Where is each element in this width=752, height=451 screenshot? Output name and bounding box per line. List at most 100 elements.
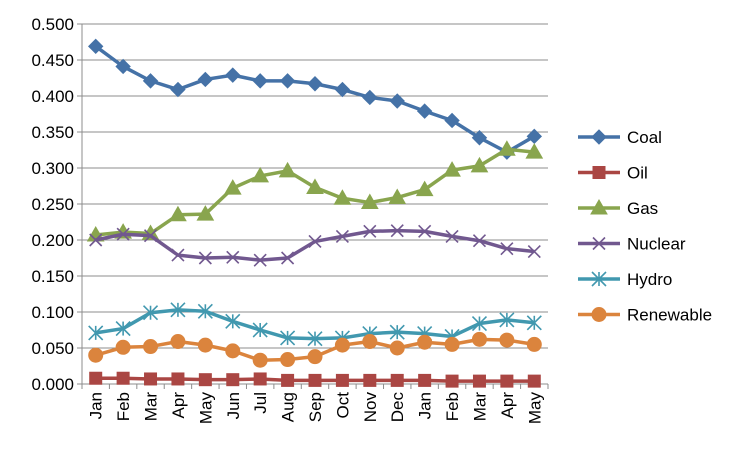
x-marker [527,244,541,259]
star-marker [280,330,296,346]
star-marker [170,302,186,318]
y-tick-label: 0.400 [31,87,74,106]
x-tick-label: Jun [224,392,243,419]
legend-label: Hydro [627,270,672,289]
y-tick-label: 0.250 [31,195,74,214]
y-tick-label: 0.300 [31,159,74,178]
x-tick-label: May [196,392,215,425]
diamond-marker [279,73,296,89]
x-marker [418,224,432,238]
x-marker [472,234,487,248]
y-tick-label: 0.200 [31,231,74,250]
series-renewable [88,331,542,368]
triangle-marker [196,205,215,221]
y-tick-label: 0.050 [31,339,74,358]
circle-marker [526,336,542,352]
diamond-marker [389,93,405,109]
star-marker [307,331,323,347]
triangle-marker [415,180,434,197]
x-marker [226,250,240,264]
diamond-marker [252,73,268,89]
circle-marker [307,349,323,365]
legend-label: Oil [627,164,648,183]
legend-label: Nuclear [627,235,686,254]
star-marker [115,320,131,337]
x-marker [500,242,514,256]
star-marker [499,312,515,328]
triangle-marker [590,198,608,215]
legend-label: Renewable [627,306,712,325]
x-marker [116,227,130,241]
circle-marker [88,347,104,363]
x-tick-label: Mar [142,392,161,422]
triangle-marker [525,143,544,159]
y-tick-label: 0.450 [31,51,74,70]
x-tick-label: Nov [361,392,380,423]
triangle-marker [360,193,379,210]
series-lines [86,38,544,388]
circle-marker [225,343,241,359]
triangle-marker [443,161,461,177]
circle-marker [389,340,405,356]
square-marker [418,373,432,387]
square-marker [472,374,486,388]
square-marker [198,373,212,387]
triangle-marker [251,166,270,183]
star-marker [526,315,542,331]
square-marker [171,372,185,386]
triangle-marker [498,140,516,156]
x-marker [335,229,349,243]
square-marker [308,373,322,387]
circle-marker [334,337,350,353]
y-tick-label: 0.100 [31,303,74,322]
x-tick-label: Dec [388,392,407,423]
x-tick-label: Jan [87,392,106,419]
circle-marker [471,331,487,347]
series-gas [86,140,544,242]
x-tick-label: Jul [251,392,270,414]
square-marker [445,374,459,388]
square-marker [89,371,103,385]
circle-marker [170,334,186,350]
circle-marker [444,336,460,352]
circle-marker [252,352,268,368]
triangle-marker [388,188,407,205]
x-tick-label: Feb [443,392,462,421]
x-marker [363,224,377,238]
star-marker [389,324,405,340]
star-marker [197,303,213,319]
x-marker [390,224,404,238]
x-marker [253,253,267,267]
square-marker [226,373,240,387]
star-marker [471,315,488,332]
star-marker [88,325,104,341]
square-marker [281,373,295,387]
legend-item-oil: Oil [578,164,648,183]
x-marker [143,229,158,243]
diamond-marker [87,38,104,55]
diamond-marker [115,58,131,75]
circle-marker [499,332,515,348]
circle-marker [280,352,296,368]
x-tick-label: Jan [416,392,435,419]
star-marker [252,322,268,338]
diamond-marker [142,73,159,89]
legend-item-nuclear: Nuclear [578,235,686,254]
series-coal [87,38,543,160]
square-marker [116,371,130,385]
circle-marker [417,334,433,350]
series-oil [89,371,541,388]
x-marker [171,248,185,262]
square-marker [527,374,541,388]
diamond-marker [170,81,186,98]
diamond-marker [444,112,460,129]
square-marker [253,372,267,386]
square-marker [592,166,606,179]
diamond-marker [526,128,543,145]
circle-marker [143,339,159,355]
legend-label: Coal [627,128,662,147]
square-marker [144,372,158,386]
x-marker [592,236,606,251]
diamond-marker [471,130,488,146]
x-marker [89,233,103,247]
